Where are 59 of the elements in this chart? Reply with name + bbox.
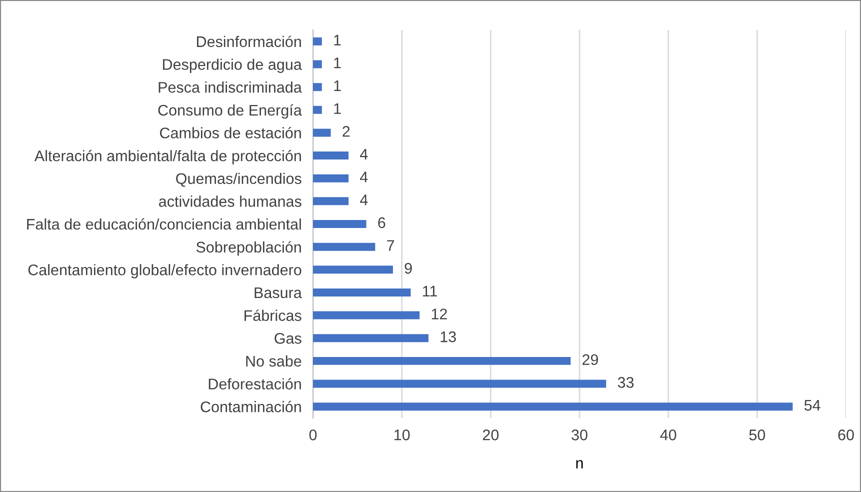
data-label: 29 — [582, 354, 598, 366]
data-label: 1 — [334, 80, 341, 92]
data-label: 4 — [360, 194, 368, 206]
bar — [313, 402, 793, 411]
x-tick-label: 10 — [394, 430, 410, 440]
x-tick-label: 60 — [838, 430, 854, 440]
data-label: 2 — [342, 126, 350, 137]
y-tick-label: Desinformación — [197, 36, 301, 48]
bar — [313, 288, 411, 296]
x-axis-title: n — [576, 460, 583, 468]
data-label: 4 — [360, 172, 368, 182]
bar — [313, 152, 349, 160]
x-tick-label: 20 — [482, 430, 499, 440]
data-label: 33 — [618, 377, 634, 388]
y-tick-label: Consumo de Energía — [158, 104, 302, 119]
y-tick-label: Falta de educación/conciencia ambiental — [27, 218, 301, 230]
data-label: 11 — [422, 286, 437, 296]
bar — [313, 83, 322, 92]
y-tick-label: Contaminación — [200, 400, 301, 412]
y-tick-label: No sabe — [246, 355, 302, 367]
data-label: 54 — [804, 400, 820, 411]
y-tick-label: Fábricas — [244, 310, 302, 321]
bar — [313, 311, 420, 320]
y-tick-label: Desperdicio de agua — [163, 58, 302, 73]
y-tick-label: actividades humanas — [159, 196, 302, 207]
y-tick-label: Calentamiento global/efecto invernadero — [28, 264, 302, 278]
x-tick-label: 30 — [572, 430, 588, 440]
data-label: 1 — [334, 34, 341, 46]
bar — [313, 174, 349, 182]
data-label: 7 — [387, 240, 394, 251]
bar — [313, 197, 349, 206]
bar — [313, 380, 606, 388]
y-tick-label: Quemas/incendios — [176, 172, 302, 187]
bar — [313, 128, 331, 137]
data-label: 1 — [334, 103, 341, 114]
y-tick-label: Pesca indiscriminada — [158, 82, 302, 93]
y-tick-label: Deforestación — [208, 378, 301, 390]
x-tick-label: 50 — [749, 430, 766, 440]
bar — [313, 356, 571, 365]
y-tick-label: Gas — [274, 332, 302, 344]
data-label: 4 — [360, 148, 368, 160]
data-label: 9 — [404, 262, 412, 274]
data-label: 6 — [378, 217, 386, 228]
bar — [313, 334, 428, 342]
x-tick-label: 0 — [309, 430, 317, 440]
y-tick-label: Alteración ambiental/falta de protección — [34, 150, 301, 164]
bar — [313, 266, 393, 274]
data-label: 1 — [334, 58, 341, 68]
data-label: 12 — [432, 308, 447, 320]
data-label: 13 — [440, 331, 456, 342]
y-tick-label: Sobrepoblación — [196, 241, 301, 256]
y-tick-label: Basura — [254, 287, 302, 298]
bar — [313, 242, 376, 251]
bar — [313, 60, 322, 68]
y-tick-label: Cambios de estación — [160, 126, 301, 138]
bar — [313, 37, 322, 46]
bar — [313, 106, 322, 114]
x-tick-label: 40 — [660, 430, 676, 440]
bar — [313, 220, 366, 228]
